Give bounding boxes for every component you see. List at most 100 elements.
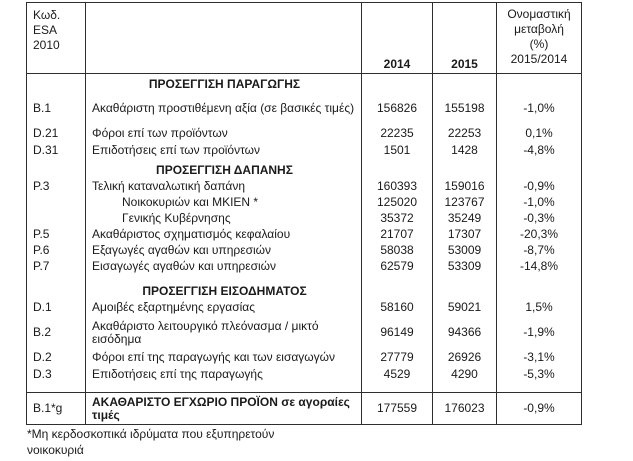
header-code: Κωδ. ESA 2010 [27, 3, 86, 73]
header-change: Ονομαστική μεταβολή (%) 2015/2014 [507, 7, 571, 66]
section-title: ΠΡΟΣΕΓΓΙΣΗ ΔΑΠΑΝΗΣ [86, 159, 362, 178]
row-label: Ακαθάριστη προστιθέμενη αξία (σε βασικές… [86, 92, 362, 125]
row-value-2014: 156826 [362, 92, 433, 125]
row-label: Νοικοκυριών και ΜΚΙΕΝ * [86, 194, 362, 210]
row-change: -14,8% [519, 259, 559, 273]
section-row-income: ΠΡΟΣΕΓΓΙΣΗ ΕΙΣΟΔΗΜΑΤΟΣ [27, 275, 581, 299]
row-value-2015: 22253 [433, 125, 497, 142]
table-body: ΠΡΟΣΕΓΓΙΣΗ ΠΑΡΑΓΩΓΗΣ B.1 Ακαθάριστη προσ… [27, 74, 581, 392]
row-value-2015: 4290 [433, 366, 497, 392]
row-label: Ακαθάριστος σχηματισμός κεφαλαίου [86, 226, 362, 242]
row-value-2014: 58160 [362, 299, 433, 316]
row-code: B.1 [27, 92, 86, 125]
national-accounts-table: Κωδ. ESA 2010 2014 2015 Ονομαστική μεταβ… [26, 2, 582, 425]
row-value-2014: 1501 [362, 142, 433, 159]
row-change: -3,1% [523, 350, 555, 364]
row-value-2014: 58038 [362, 242, 433, 258]
empty-cell [497, 74, 581, 92]
table-row: P.7 Εισαγωγές αγαθών και υπηρεσιών 62579… [27, 258, 581, 275]
row-value-2014: 96149 [362, 316, 433, 349]
row-value-2015: 176023 [433, 393, 497, 424]
row-value-2015: 94366 [433, 316, 497, 349]
footnote: *Μη κερδοσκοπικά ιδρύματα που εξυπηρετού… [27, 427, 275, 457]
table-header-row: Κωδ. ESA 2010 2014 2015 Ονομαστική μεταβ… [27, 3, 581, 74]
row-value-2014: 125020 [362, 194, 433, 210]
row-value-2014: 4529 [362, 366, 433, 392]
row-value-2015: 53009 [433, 242, 497, 258]
row-label: Αμοιβές εξαρτημένης εργασίας [86, 299, 362, 316]
header-year-2015: 2015 [433, 3, 497, 73]
row-code: P.5 [27, 226, 86, 242]
gdp-total-row: B.1*g ΑΚΑΘΑΡΙΣΤΟ ΕΓΧΩΡΙΟ ΠΡΟΪΟΝ σε αγορα… [27, 392, 581, 424]
row-value-2014: 62579 [362, 258, 433, 275]
row-change: -1,9% [523, 325, 555, 339]
empty-cell [497, 159, 581, 178]
empty-cell [362, 74, 433, 92]
table-subrow: Νοικοκυριών και ΜΚΙΕΝ * 125020 123767 -1… [27, 194, 581, 210]
row-code: B.2 [27, 316, 86, 349]
table-row: D.3 Επιδοτήσεις επί της παραγωγής 4529 4… [27, 366, 581, 392]
row-value-2015: 59021 [433, 299, 497, 316]
row-value-2015: 35249 [433, 210, 497, 226]
table-row: D.2 Φόροι επί της παραγωγής και των εισα… [27, 349, 581, 366]
row-value-2014: 177559 [362, 393, 433, 424]
row-label: Φόροι επί των προϊόντων [86, 125, 362, 142]
row-change: -0,3% [523, 210, 555, 225]
row-label: Τελική καταναλωτική δαπάνη [86, 178, 362, 194]
table-row: P.5 Ακαθάριστος σχηματισμός κεφαλαίου 21… [27, 226, 581, 242]
row-label: Επιδοτήσεις επί της παραγωγής [86, 366, 362, 392]
section-row-expenditure: ΠΡΟΣΕΓΓΙΣΗ ΔΑΠΑΝΗΣ [27, 159, 581, 178]
row-value-2014: 27779 [362, 349, 433, 366]
row-label: Επιδοτήσεις επί των προϊόντων [86, 142, 362, 159]
empty-cell [433, 275, 497, 299]
row-label: ΑΚΑΘΑΡΙΣΤΟ ΕΓΧΩΡΙΟ ΠΡΟΪΟΝ σε αγοραίες τι… [86, 393, 362, 424]
table-subrow: Γενικής Κυβέρνησης 35372 35249 -0,3% [27, 210, 581, 226]
section-title: ΠΡΟΣΕΓΓΙΣΗ ΕΙΣΟΔΗΜΑΤΟΣ [86, 275, 362, 299]
empty-cell [497, 275, 581, 299]
row-code: B.1*g [27, 393, 86, 424]
table-row: D.21 Φόροι επί των προϊόντων 22235 22253… [27, 125, 581, 142]
header-year-2014: 2014 [362, 3, 433, 73]
row-change: -1,0% [523, 194, 555, 209]
empty-cell [433, 74, 497, 92]
section-row-production: ΠΡΟΣΕΓΓΙΣΗ ΠΑΡΑΓΩΓΗΣ [27, 74, 581, 92]
row-value-2015: 53309 [433, 258, 497, 275]
row-label: Εισαγωγές αγαθών και υπηρεσιών [86, 258, 362, 275]
row-change: -0,9% [523, 178, 555, 193]
row-change: -4,8% [523, 143, 555, 157]
row-change: -1,0% [523, 101, 555, 115]
row-change: -20,3% [519, 226, 559, 241]
row-change: 1,5% [525, 300, 553, 314]
row-code: P.7 [27, 258, 86, 275]
section-title: ΠΡΟΣΕΓΓΙΣΗ ΠΑΡΑΓΩΓΗΣ [86, 74, 362, 92]
row-code: D.3 [27, 366, 86, 392]
row-change: 0,1% [525, 126, 553, 140]
row-change: -5,3% [523, 367, 555, 381]
table-row: D.1 Αμοιβές εξαρτημένης εργασίας 58160 5… [27, 299, 581, 316]
row-change: -0,9% [523, 401, 555, 415]
row-code: D.21 [27, 125, 86, 142]
row-code: P.6 [27, 242, 86, 258]
row-code: D.1 [27, 299, 86, 316]
row-value-2015: 155198 [433, 92, 497, 125]
row-value-2015: 26926 [433, 349, 497, 366]
row-value-2014: 21707 [362, 226, 433, 242]
empty-cell [362, 275, 433, 299]
table-row: B.2 Ακαθάριστο λειτουργικό πλεόνασμα / μ… [27, 316, 581, 349]
row-value-2015: 17307 [433, 226, 497, 242]
header-description [86, 3, 362, 73]
row-value-2015: 1428 [433, 142, 497, 159]
row-code: D.2 [27, 349, 86, 366]
row-label: Ακαθάριστο λειτουργικό πλεόνασμα / μικτό… [86, 316, 362, 349]
row-value-2015: 123767 [433, 194, 497, 210]
row-code [27, 194, 86, 210]
row-value-2014: 160393 [362, 178, 433, 194]
row-code: P.3 [27, 178, 86, 194]
empty-cell [433, 159, 497, 178]
row-code: D.31 [27, 142, 86, 159]
row-value-2015: 159016 [433, 178, 497, 194]
empty-cell [27, 74, 86, 92]
empty-cell [362, 159, 433, 178]
empty-cell [27, 159, 86, 178]
